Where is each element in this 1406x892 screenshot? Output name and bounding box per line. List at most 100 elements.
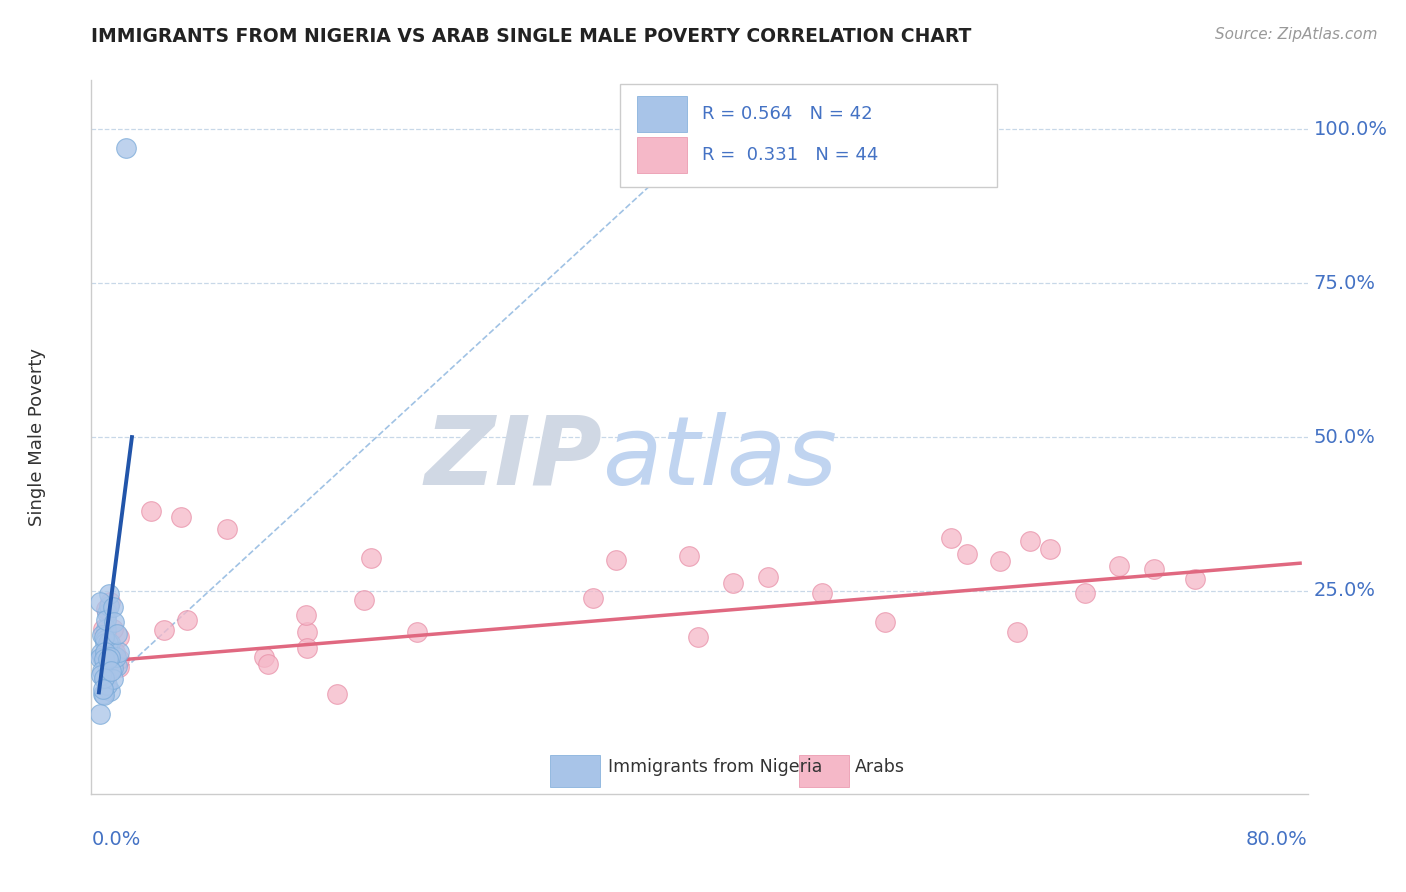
Point [97,648,120,663]
Point [294,608,316,623]
Point [94,632,117,647]
Point [91,664,114,678]
Point [103,622,125,636]
Point [96,622,118,636]
Point [100,664,122,678]
Point [252,650,274,665]
Point [91,622,114,636]
Point [1018,533,1040,548]
Point [94,671,117,685]
Text: Immigrants from Nigeria: Immigrants from Nigeria [609,758,823,776]
Point [873,615,896,629]
Point [98,587,121,601]
Text: 25.0%: 25.0% [1313,582,1375,600]
Point [94,613,117,627]
Point [295,624,318,639]
Point [94,655,117,669]
Point [96,647,118,661]
Point [605,553,627,567]
Point [1007,625,1029,640]
Point [101,642,124,657]
Point [1073,586,1095,600]
Text: atlas: atlas [602,412,837,505]
Point [98,649,121,664]
FancyBboxPatch shape [799,755,849,788]
Point [89,651,111,665]
FancyBboxPatch shape [637,136,688,173]
Point [98,636,121,650]
Point [96,625,118,640]
Point [89,595,111,609]
Point [89,706,111,721]
Point [810,586,832,600]
Point [215,522,238,536]
Point [91,687,114,701]
Point [721,575,744,590]
Text: R =  0.331   N = 44: R = 0.331 N = 44 [702,146,879,164]
Text: IMMIGRANTS FROM NIGERIA VS ARAB SINGLE MALE POVERTY CORRELATION CHART: IMMIGRANTS FROM NIGERIA VS ARAB SINGLE M… [91,27,972,45]
Text: Arabs: Arabs [855,758,905,776]
Text: ZIP: ZIP [425,412,602,505]
Point [100,595,122,609]
Point [105,658,128,673]
Point [108,630,131,644]
FancyBboxPatch shape [637,96,688,132]
Point [94,635,117,649]
Point [105,649,128,664]
Text: 80.0%: 80.0% [1246,830,1308,848]
Point [94,645,117,659]
Point [97,599,120,613]
Point [101,672,124,686]
Point [1108,558,1130,573]
Point [678,549,700,564]
Point [108,651,131,665]
Text: 0.0%: 0.0% [91,830,141,848]
Point [1184,572,1206,586]
Point [101,600,124,615]
Point [96,640,118,654]
Point [96,602,118,616]
Point [257,657,280,671]
Point [353,593,375,607]
Point [93,630,115,644]
Point [988,554,1011,568]
Point [153,623,176,637]
Point [406,624,429,639]
Point [93,682,115,697]
Text: R = 0.564   N = 42: R = 0.564 N = 42 [702,105,873,123]
Point [90,646,112,660]
Text: Single Male Poverty: Single Male Poverty [28,348,45,526]
Point [325,687,347,701]
Point [93,672,115,686]
Point [756,570,779,584]
Point [115,141,138,155]
Point [97,651,120,665]
Point [1143,562,1166,576]
Point [90,628,112,642]
Point [90,668,112,682]
Point [105,627,128,641]
Text: 75.0%: 75.0% [1313,274,1375,293]
Point [104,645,127,659]
Point [90,650,112,665]
Point [93,671,115,685]
Point [93,689,115,703]
Text: Source: ZipAtlas.com: Source: ZipAtlas.com [1215,27,1378,42]
Point [96,678,118,692]
Point [582,591,605,605]
Point [360,551,382,566]
Point [96,607,118,621]
FancyBboxPatch shape [620,84,997,187]
Point [107,660,129,674]
Point [176,613,198,627]
Point [93,652,115,666]
Point [101,661,124,675]
Point [170,510,193,524]
Text: 100.0%: 100.0% [1313,120,1388,139]
Point [103,615,125,629]
Point [97,636,120,650]
Point [295,641,318,656]
Point [955,548,977,562]
Point [141,504,163,518]
Point [1039,541,1062,556]
